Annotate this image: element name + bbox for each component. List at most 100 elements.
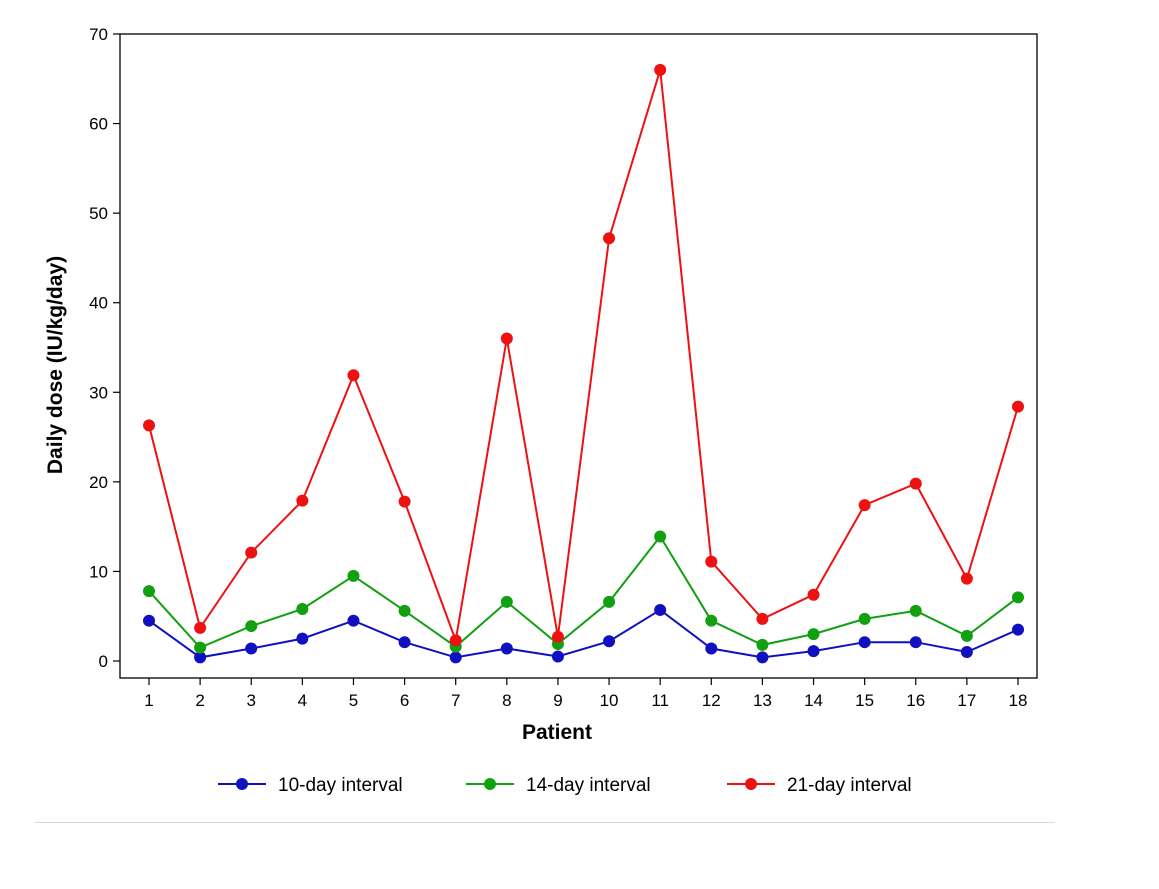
data-point: [858, 612, 871, 625]
x-tick-label: 9: [553, 691, 562, 710]
data-point: [960, 646, 973, 659]
x-tick-label: 3: [247, 691, 256, 710]
data-point: [500, 332, 513, 345]
data-point: [194, 651, 207, 664]
data-point: [143, 419, 155, 432]
legend-item: 14-day interval: [466, 775, 651, 796]
data-point: [296, 603, 309, 616]
x-axis-title: Patient: [522, 721, 592, 744]
legend-item: 21-day interval: [727, 775, 912, 796]
data-point: [705, 642, 718, 655]
data-point: [807, 645, 820, 658]
data-point: [909, 604, 922, 617]
x-tick-label: 13: [753, 691, 772, 710]
series-line: [148, 534, 1019, 649]
series-line: [148, 69, 1019, 645]
data-point: [807, 588, 820, 601]
data-point: [296, 494, 309, 507]
data-point: [398, 604, 411, 617]
data-point: [960, 629, 973, 642]
data-point: [603, 595, 616, 608]
data-point: [500, 595, 513, 608]
x-axis: 1 2 3 4 5 6 7 8 9 10 11 12 13 14 15 16 17 18: [144, 678, 1027, 710]
y-tick-label: 60: [89, 115, 108, 134]
data-point: [398, 636, 411, 649]
legend: 10-day interval 14-day interval 21-day int…: [218, 775, 912, 796]
data-point: [1012, 400, 1024, 413]
data-point: [705, 614, 718, 627]
data-point: [398, 495, 411, 508]
data-point: [756, 651, 769, 664]
data-point: [500, 642, 513, 655]
data-point: [705, 555, 718, 568]
x-tick-label: 10: [600, 691, 619, 710]
x-tick-label: 8: [502, 691, 511, 710]
data-point: [603, 635, 616, 648]
x-tick-label: 5: [349, 691, 358, 710]
data-point: [347, 614, 360, 627]
data-point: [143, 614, 155, 627]
y-tick-label: 70: [89, 25, 108, 44]
y-tick-label: 40: [89, 294, 108, 313]
legend-swatch-marker: [484, 778, 496, 790]
data-point: [245, 642, 258, 655]
data-point: [960, 572, 973, 585]
x-tick-label: 14: [804, 691, 823, 710]
series-line: [148, 608, 1019, 659]
data-point: [296, 632, 309, 645]
x-tick-label: 12: [702, 691, 721, 710]
data-point: [551, 630, 564, 643]
data-point: [449, 634, 462, 647]
x-tick-label: 6: [400, 691, 409, 710]
data-point: [909, 636, 922, 649]
x-tick-label: 7: [451, 691, 460, 710]
data-point: [1012, 623, 1024, 636]
y-axis: 0 10 20 30 40 50 60 70: [89, 25, 120, 671]
x-tick-label: 1: [144, 691, 153, 710]
data-point: [245, 620, 258, 633]
data-point: [194, 641, 207, 654]
data-point: [909, 477, 922, 490]
data-point: [858, 499, 871, 512]
data-point: [858, 636, 871, 649]
y-tick-label: 0: [99, 652, 108, 671]
y-tick-label: 30: [89, 383, 108, 402]
y-tick-label: 50: [89, 204, 108, 223]
legend-swatch-marker: [236, 778, 248, 790]
x-tick-label: 2: [195, 691, 204, 710]
data-point: [654, 63, 667, 76]
data-point: [756, 638, 769, 651]
series-3: [143, 63, 1024, 647]
series-layer: [143, 63, 1024, 664]
legend-swatch-marker: [745, 778, 757, 790]
x-tick-label: 18: [1009, 691, 1028, 710]
legend-label: 14-day interval: [526, 775, 651, 796]
series-2: [143, 530, 1024, 654]
data-point: [1012, 591, 1024, 604]
data-point: [347, 369, 360, 382]
data-point: [449, 651, 462, 664]
plot-frame: [119, 33, 1038, 679]
data-point: [654, 530, 667, 543]
legend-label: 21-day interval: [787, 775, 912, 796]
x-tick-label: 15: [855, 691, 874, 710]
data-point: [654, 603, 667, 616]
data-point: [756, 612, 769, 625]
legend-label: 10-day interval: [278, 775, 403, 796]
data-point: [807, 628, 820, 641]
y-axis-title: Daily dose (IU/kg/day): [44, 256, 67, 474]
data-point: [603, 232, 616, 245]
y-tick-label: 10: [89, 562, 108, 581]
data-point: [194, 621, 207, 634]
series-1: [143, 603, 1024, 664]
legend-item: 10-day interval: [218, 775, 403, 796]
data-point: [143, 585, 155, 598]
data-point: [347, 569, 360, 582]
x-tick-label: 4: [298, 691, 307, 710]
x-tick-label: 11: [651, 691, 669, 710]
data-point: [245, 546, 258, 559]
figure-divider: [35, 822, 1055, 823]
y-tick-label: 20: [89, 473, 108, 492]
